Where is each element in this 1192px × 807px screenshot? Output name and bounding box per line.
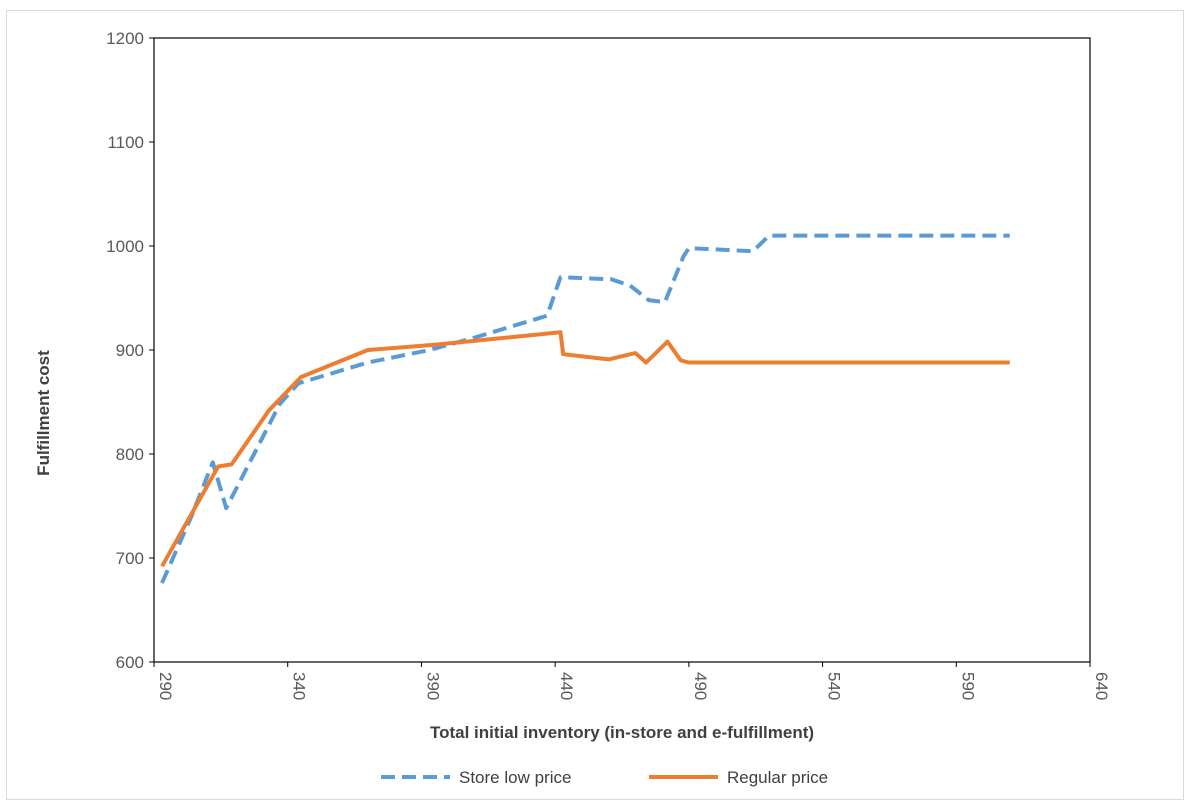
x-axis-title: Total initial inventory (in-store and e-… xyxy=(430,723,814,742)
x-tick-label: 340 xyxy=(290,672,309,700)
line-chart: 600 700 800 900 1000 1100 1200 290 340 390 440 490… xyxy=(34,29,1111,787)
y-tick-label: 1200 xyxy=(106,29,144,48)
y-tick-label: 700 xyxy=(116,549,144,568)
y-tick-label: 600 xyxy=(116,653,144,672)
y-axis-ticks: 600 700 800 900 1000 1100 1200 xyxy=(106,29,154,672)
x-axis-ticks: 290 340 390 440 490 540 590 640 xyxy=(153,662,1111,700)
chart-area: 600 700 800 900 1000 1100 1200 290 340 390 440 490… xyxy=(6,10,1184,800)
y-axis-title: Fulfillment cost xyxy=(34,350,53,476)
legend-label-0: Store low price xyxy=(459,768,571,787)
x-tick-label: 640 xyxy=(1092,672,1111,700)
y-tick-label: 800 xyxy=(116,445,144,464)
y-tick-label: 900 xyxy=(116,341,144,360)
x-tick-label: 490 xyxy=(691,672,710,700)
plot-area-border xyxy=(153,37,1091,663)
y-tick-label: 1100 xyxy=(107,133,144,152)
legend: Store low price Regular price xyxy=(381,768,828,787)
series-line-0 xyxy=(160,233,1010,584)
legend-label-1: Regular price xyxy=(727,768,828,787)
x-tick-label: 440 xyxy=(557,672,576,700)
x-tick-label: 590 xyxy=(958,672,977,700)
x-tick-label: 290 xyxy=(156,672,175,700)
series-layer xyxy=(160,233,1010,584)
x-tick-label: 540 xyxy=(825,672,844,700)
series-line-1 xyxy=(160,330,1010,568)
y-tick-label: 1000 xyxy=(106,237,144,256)
x-tick-label: 390 xyxy=(423,672,442,700)
